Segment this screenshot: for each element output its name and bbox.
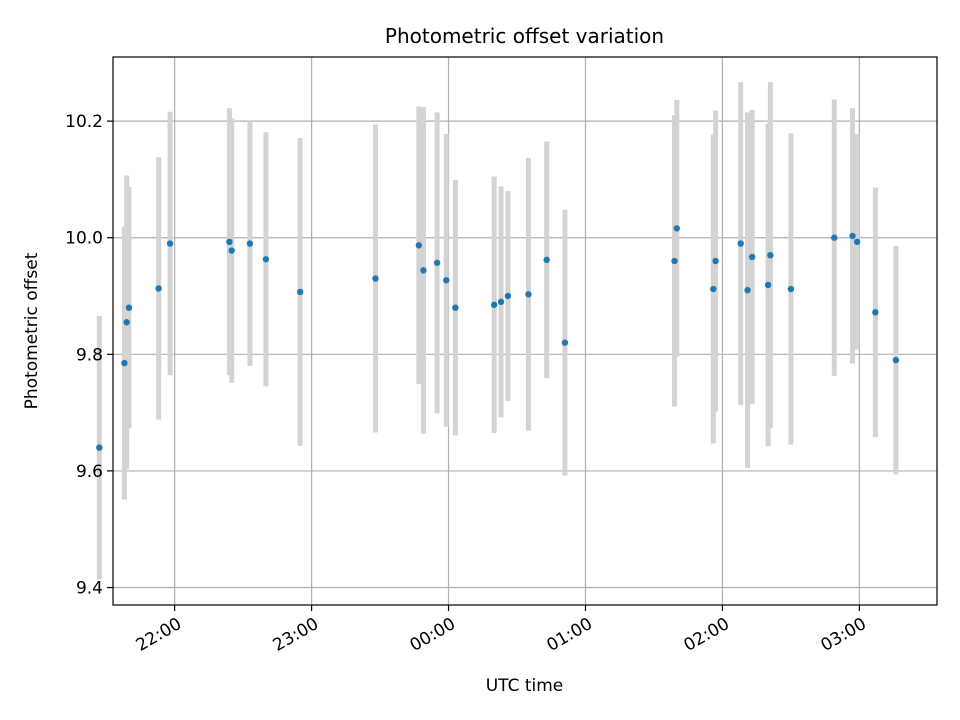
data-point [561,339,569,346]
data-point [831,234,838,241]
data-point [443,277,450,284]
y-tick-label: 10.2 [65,112,103,132]
data-point [712,257,719,265]
plot-background [113,57,937,605]
data-point [872,309,879,316]
data-point [372,275,379,282]
data-point [155,285,162,292]
data-point [673,225,680,232]
data-point [737,240,744,247]
data-point [764,281,772,289]
data-markers [96,225,900,451]
data-point [543,256,550,264]
data-point [504,292,512,300]
data-point [228,247,235,254]
plot-area [96,56,938,606]
data-point [892,356,900,364]
data-point [497,298,505,306]
data-point [748,253,756,261]
data-point [710,285,717,293]
y-tick-label: 9.4 [76,579,103,599]
data-point [296,288,304,296]
data-point [433,259,441,266]
data-point [420,267,427,274]
y-axis: 9.4 9.6 9.8 10.0 10.2 [65,112,113,599]
data-point [671,257,678,265]
data-point [452,304,459,311]
data-point [490,301,498,308]
y-axis-label: Photometric offset [22,252,42,409]
data-point [246,240,254,247]
data-point [121,359,128,367]
data-point [849,232,856,240]
data-point [787,285,795,293]
data-point [96,444,103,451]
data-point [123,319,130,326]
chart-title: Photometric offset variation [385,24,664,48]
y-tick-label: 10.0 [65,229,103,249]
data-point [262,256,270,263]
data-point [226,238,233,246]
plot-frame [112,56,938,606]
data-point [525,291,532,298]
y-tick-label: 9.6 [76,462,103,482]
data-point [415,242,423,249]
data-point [767,252,774,259]
data-point [125,304,133,311]
y-tick-label: 9.8 [76,345,103,365]
x-axis-label: UTC time [486,676,564,696]
data-point [853,238,861,246]
data-point [166,240,174,247]
data-point [744,286,751,294]
